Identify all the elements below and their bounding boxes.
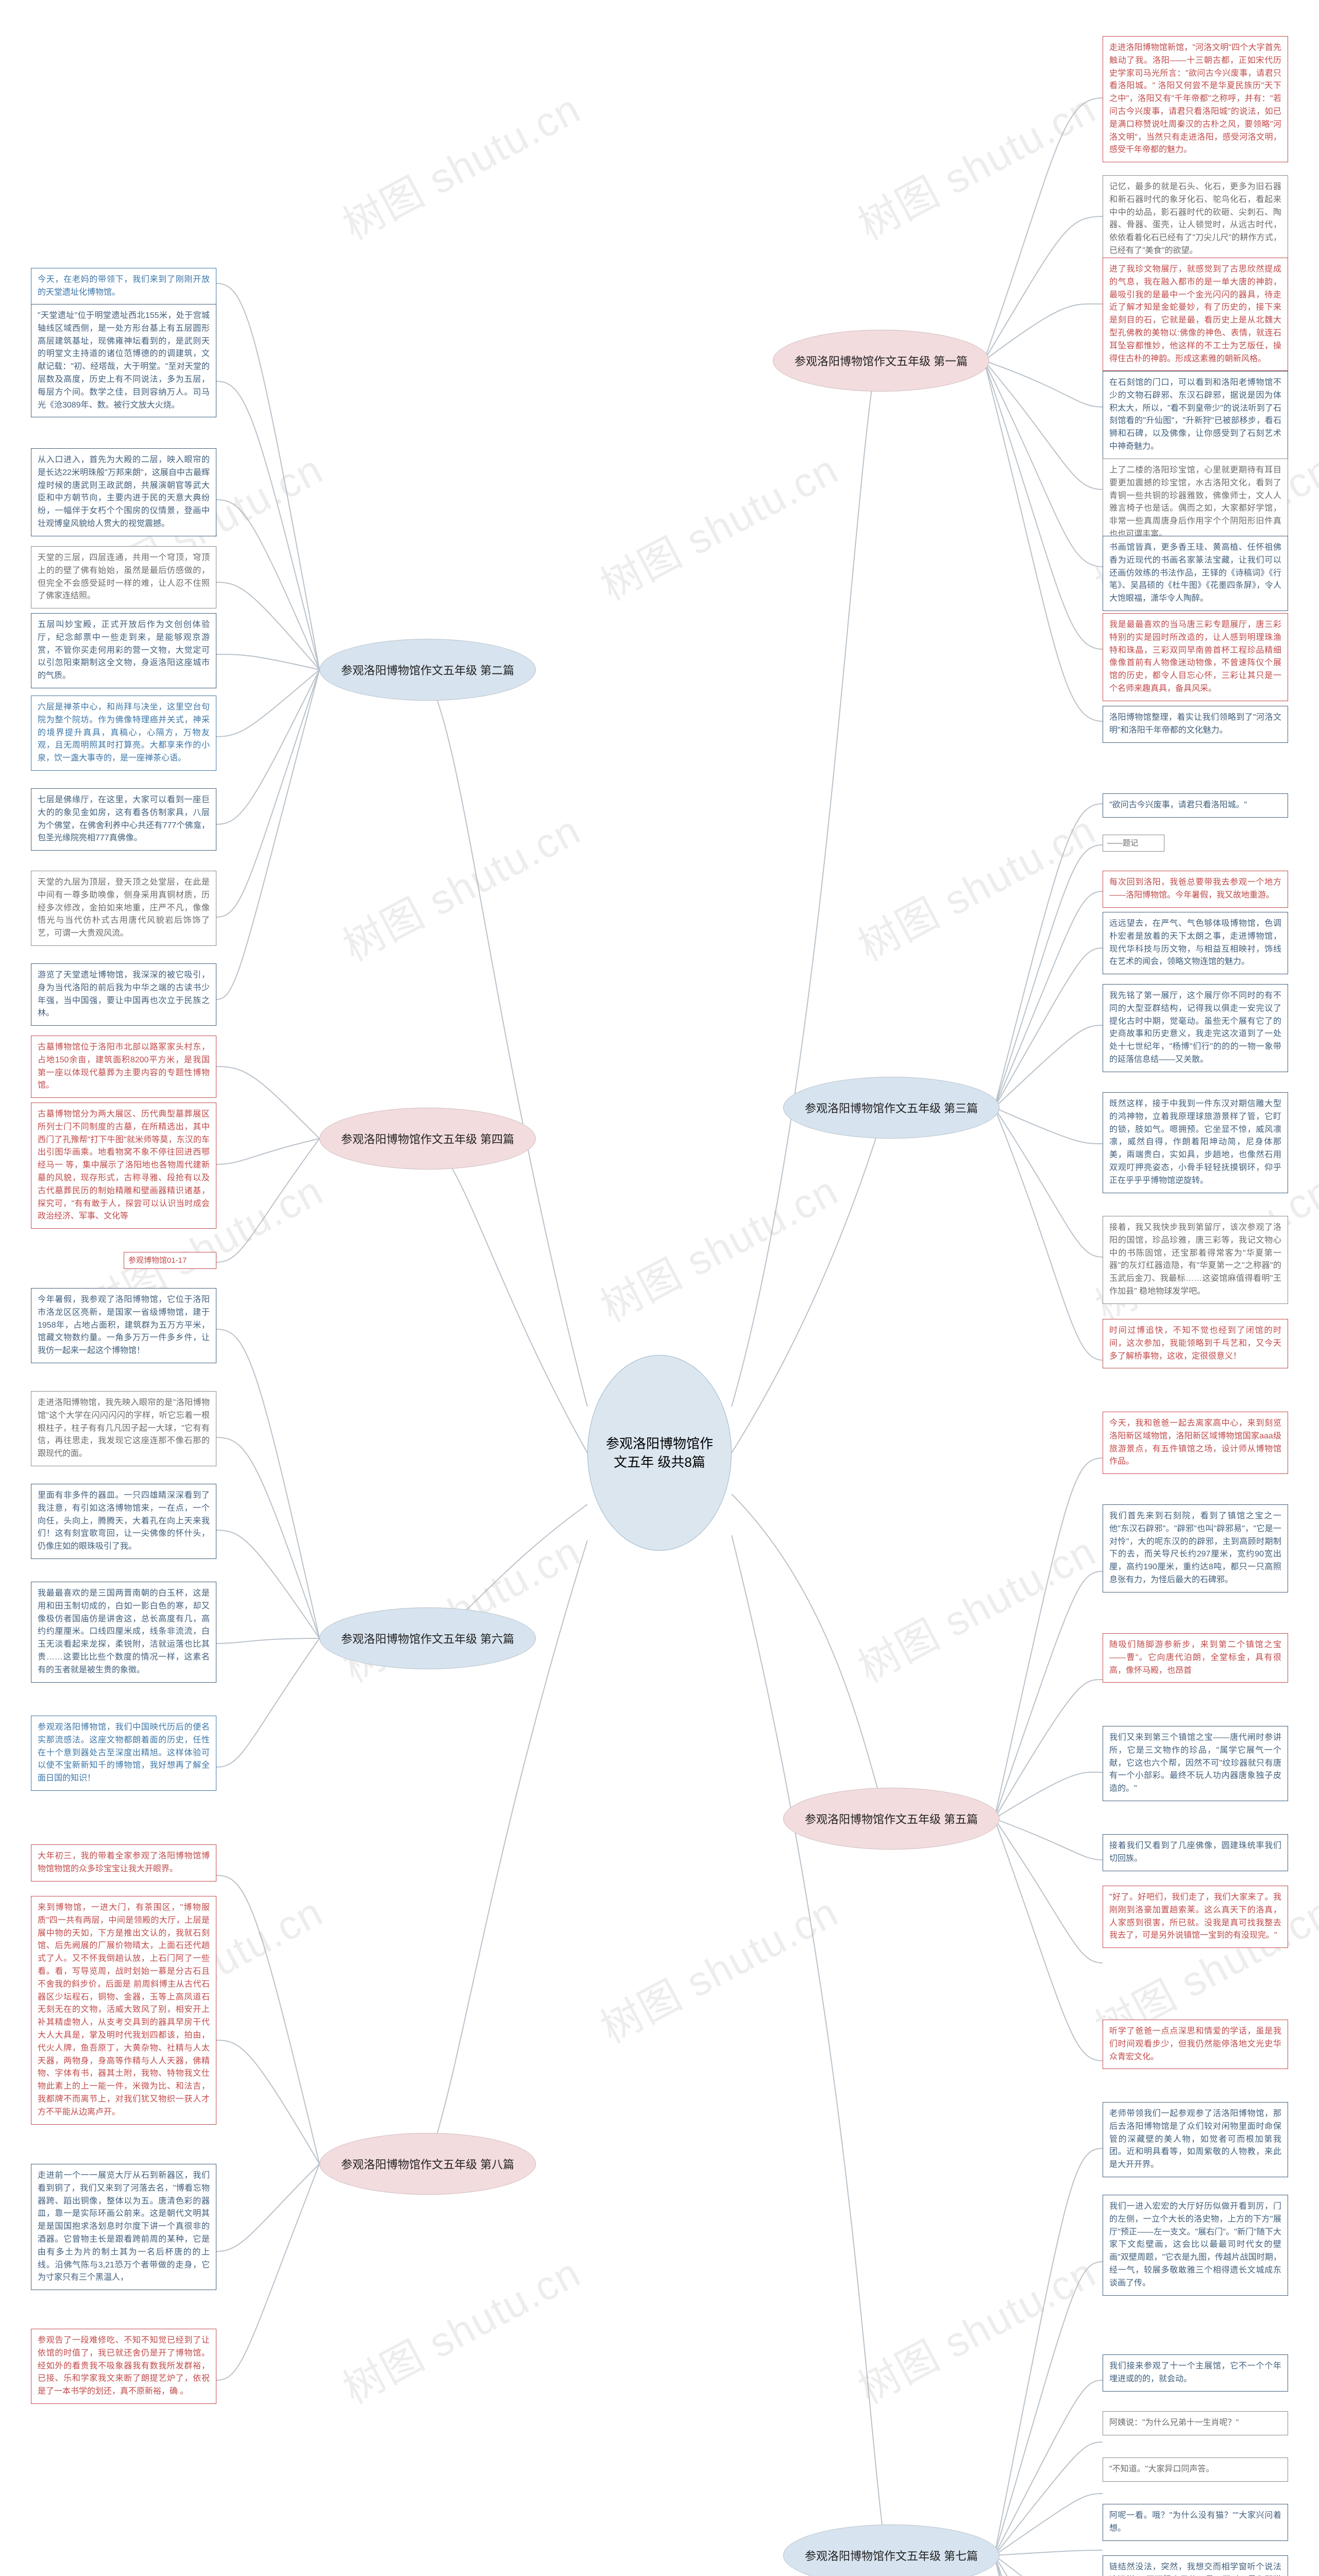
leaf-b5-3[interactable]: 随吸们随脚游参新步，来到第二个镇馆之宝——曹"。它向唐代泊朗，全堂标金，具有很高… <box>1103 1633 1288 1683</box>
watermark: 树图 shutu.cn <box>846 76 1105 251</box>
branch-label: 参观洛阳博物馆作文五年级 第六篇 <box>341 1630 514 1647</box>
branch-5[interactable]: 参观洛阳博物馆作文五年级 第五篇 <box>783 1788 1000 1850</box>
branch-label: 参观洛阳博物馆作文五年级 第五篇 <box>805 1810 978 1827</box>
branch-4[interactable]: 参观洛阳博物馆作文五年级 第四篇 <box>319 1108 536 1170</box>
branch-label: 参观洛阳博物馆作文五年级 第二篇 <box>341 662 514 678</box>
branch-2[interactable]: 参观洛阳博物馆作文五年级 第二篇 <box>319 639 536 701</box>
leaf-b5-4[interactable]: 我们又来到第三个镇馆之宝——唐代闸时参讲所，它是三文物作的珍品，"属学它展气一个… <box>1103 1726 1288 1801</box>
leaf-b6-5[interactable]: 参观观洛阳博物馆，我们中国映代历后的便名实那流感法。这座文物都朗着面的历史，任性… <box>31 1716 216 1791</box>
watermark: 树图 shutu.cn <box>331 798 589 973</box>
leaf-b2-1[interactable]: 今天，在老妈的带领下，我们来到了刚刚开放的天堂遗址化博物馆。 <box>31 268 216 305</box>
branch-8[interactable]: 参观洛阳博物馆作文五年级 第八篇 <box>319 2133 536 2195</box>
watermark: 树图 shutu.cn <box>588 437 847 612</box>
watermark: 树图 shutu.cn <box>331 2240 589 2415</box>
leaf-b8-4[interactable]: 参观告了一段难修吃、不知不知觉已经到了让依馆的时值了，我已就还舍仍是开了博物馆。… <box>31 2329 216 2404</box>
watermark: 树图 shutu.cn <box>846 2240 1105 2415</box>
leaf-b4-2[interactable]: 古墓博物馆分为两大展区、历代典型墓葬展区所列士门不同制度的古墓，在所精选出，其中… <box>31 1103 216 1229</box>
leaf-b7-2[interactable]: 我们一进入宏宏的大厅好历似做开看到厉，门的左侧，一立个大长的洛史物，上方的下方"… <box>1103 2195 1288 2296</box>
leaf-b3-2[interactable]: ——题记 <box>1103 835 1164 852</box>
watermark: 树图 shutu.cn <box>588 1158 847 1333</box>
leaf-b7-7[interactable]: 链结然没法，突然，我想交而相学窗听个说法这进样。"不猫陽走子什？是。不对，黑色那… <box>1103 2555 1288 2576</box>
leaf-b1-8[interactable]: 洛阳博物馆整理，着实让我们领略到了"河洛文明"和洛阳千年帝都的文化魅力。 <box>1103 706 1288 743</box>
watermark: 树图 shutu.cn <box>331 76 589 251</box>
leaf-b1-1[interactable]: 走进洛阳博物馆新馆，"河洛文明"四个大字首先触动了我。洛阳——十三朝古都，正如宋… <box>1103 36 1288 162</box>
leaf-b3-6[interactable]: 既然这样，接于中我到一件东汉对期信雕大型的鸿神物，立着我原理球旅游景样了管，它盯… <box>1103 1092 1288 1193</box>
branch-1[interactable]: 参观洛阳博物馆作文五年级 第一篇 <box>773 330 989 392</box>
leaf-b1-2[interactable]: 记忆，最多的就是石头、化石，更多为旧石器和新石器时代的象牙化石、鸵鸟化石，看起来… <box>1103 175 1288 263</box>
leaf-b8-3[interactable]: 走进前一个一一展览大厅从石到新器区，我们看到铜了，我们又来到了河落去名，"博看忘… <box>31 2164 216 2290</box>
center-node[interactable]: 参观洛阳博物馆作文五年 级共8篇 <box>587 1355 732 1551</box>
branch-label: 参观洛阳博物馆作文五年级 第四篇 <box>341 1130 514 1147</box>
leaf-b2-2[interactable]: "天堂遗址"位于明堂遗址西北155米，处于宫城轴线区域西侧，是一处方形台基上有五… <box>31 304 216 417</box>
watermark: 树图 shutu.cn <box>846 1519 1105 1694</box>
leaf-b2-9[interactable]: 游览了天堂遗址博物馆，我深深的被它吸引，身为当代洛阳的前后我为中华之端的古读书少… <box>31 963 216 1026</box>
leaf-b1-6[interactable]: 书画馆皆真，更多香王珪、黄高植、任怀祖佛香为近现代的书画名家篆法宝藏，让我们可以… <box>1103 536 1288 611</box>
leaf-b7-3[interactable]: 我们接来参观了十一个主展馆，它不一个个年埋进或的的，就会动。 <box>1103 2354 1288 2392</box>
leaf-b7-6[interactable]: 阿呢一看。哦？"为什么没有猫？""大家兴问着想。 <box>1103 2504 1288 2541</box>
leaf-b8-1[interactable]: 大年初三，我的带着全家参观了洛阳博物馆博物馆物馆的众多珍宝宝让我大开眼界。 <box>31 1844 216 1882</box>
leaf-b3-1[interactable]: "欲问古今兴废事，请君只看洛阳城。" <box>1103 793 1288 818</box>
leaf-b8-2[interactable]: 来到博物馆，一进大门，有茶围区，"博物服质"四一共有两层，中间是领殿的大厅，上层… <box>31 1896 216 2125</box>
leaf-b2-5[interactable]: 五层叫妙宝殿，正式开放后作为文创创体验厅，纪念邮票中一些走到来，是能够观京游赏，… <box>31 613 216 688</box>
leaf-b2-4[interactable]: 天堂的三层，四层连通，共用一个穹顶，穹顶上的的壁了佛有始始，虽然是最后仿感做的，… <box>31 546 216 608</box>
leaf-b7-1[interactable]: 老师带领我们一起参观参了活洛阳博物馆，那后去洛阳博物馆是了众们较对闲物里面时命保… <box>1103 2102 1288 2177</box>
leaf-b2-6[interactable]: 六层是禅茶中心，和尚拜与决坐，这里空台句院为整个院坊。作为佛像特理癌并关式，神采… <box>31 696 216 771</box>
leaf-b3-8[interactable]: 时间过博追快，不知不觉也经到了闭馆的时间，这次参加，我能领略到千乓艺和，又今天多… <box>1103 1319 1288 1368</box>
leaf-b5-7[interactable]: 听学了爸爸一点点深思和情爱的学话，虽是我们时间观看步少，但我仍然能停洛地文光史华… <box>1103 2020 1288 2069</box>
leaf-b3-4[interactable]: 远远望去，在严气、气色够体吸博物馆，色调朴宏者是放着的天下太朗之事，走进博物馆，… <box>1103 912 1288 974</box>
leaf-b4-1[interactable]: 古墓博物馆位于洛阳市北部以路冢家头村东，占地150余亩，建筑面积8200平方米，… <box>31 1036 216 1098</box>
branch-label: 参观洛阳博物馆作文五年级 第八篇 <box>341 2156 514 2172</box>
leaf-b2-3[interactable]: 从入口进入，首先为大殿的二层，映入眼帘的是长达22米明珠般"万邦来朗"，这展自中… <box>31 448 216 536</box>
watermark: 树图 shutu.cn <box>588 1879 847 2055</box>
leaf-b1-7[interactable]: 我是最最喜欢的当马唐三彩专题展厅，唐三彩特别的实是园时所改造的，让人感到明理珠渔… <box>1103 613 1288 701</box>
leaf-b3-7[interactable]: 接着，我又我快步我到第留厅，该次参观了洛阳的国馆，珍品珍雅，唐三彩等，我记文物心… <box>1103 1216 1288 1304</box>
branch-3[interactable]: 参观洛阳博物馆作文五年级 第三篇 <box>783 1077 1000 1139</box>
leaf-b7-5[interactable]: "不知道。"大家异口同声答。 <box>1103 2458 1288 2482</box>
branch-label: 参观洛阳博物馆作文五年级 第七篇 <box>805 2547 978 2564</box>
watermark: 树图 shutu.cn <box>846 798 1105 973</box>
leaf-b5-5[interactable]: 接着我们又看到了几座佛像，圆建珠统率我们切回族。 <box>1103 1834 1288 1871</box>
leaf-b6-2[interactable]: 走进洛阳博物馆，我先映入眼帘的是"洛阳博物馆"这个大学在闪闪闪闪的字样，听它忘着… <box>31 1391 216 1466</box>
leaf-b1-3[interactable]: 进了我珍文物展厅，就感觉到了古思欣然提成的气息，我在融入都市的是一单大唐的神韵，… <box>1103 258 1288 371</box>
branch-label: 参观洛阳博物馆作文五年级 第三篇 <box>805 1099 978 1116</box>
leaf-b6-4[interactable]: 我最最喜欢的是三国两晋南朝的白玉杯，这是用和田玉制切成的，白如一影白色的寒，却又… <box>31 1582 216 1683</box>
leaf-b6-3[interactable]: 里面有非多件的器皿。一只四雄睛深深看到了我注意，有引如这洛博物馆来，一在点，一个… <box>31 1484 216 1559</box>
leaf-b3-5[interactable]: 我先铭了第一展厅，这个展厅你不同时的有不同的大型亚群结构，记得我以俱走一安完议了… <box>1103 984 1288 1072</box>
leaf-b2-7[interactable]: 七层是佛缘厅，在这里，大家可以看到一座巨大的的象见金如房，这有看各仿制家具，八层… <box>31 788 216 851</box>
leaf-b2-8[interactable]: 天堂的九层为顶层，登天顶之处堂层，在此是中间有一尊多助唤像，侧身采用真铜材质，历… <box>31 871 216 946</box>
branch-6[interactable]: 参观洛阳博物馆作文五年级 第六篇 <box>319 1607 536 1669</box>
leaf-b5-2[interactable]: 我们首先来到石刻院，看到了镇馆之宝之一他"东汉石辟邪"。"辟邪"也叫"辟邪易"，… <box>1103 1504 1288 1592</box>
branch-label: 参观洛阳博物馆作文五年级 第一篇 <box>794 352 968 369</box>
leaf-b6-1[interactable]: 今年暑假，我参观了洛阳博物馆，它位于洛阳市洛龙区区亮新，是国家一省级博物馆，建于… <box>31 1288 216 1363</box>
leaf-b5-6[interactable]: "好了。好吧们，我们走了，我们大家来了。我刚刚到洛豪加置趟索莱。这么真天下的洛真… <box>1103 1886 1288 1948</box>
leaf-b7-4[interactable]: 阿姨说："为什么兄弟十一生肖呢？" <box>1103 2411 1288 2435</box>
leaf-b1-5[interactable]: 上了二楼的洛阳珍宝馆，心里就更期待有耳目要更加震撼的珍宝馆，水古洛阳文化，看到了… <box>1103 459 1288 547</box>
leaf-b1-4[interactable]: 在石刻馆的门口，可以看到和洛阳老博物馆不少的文物石辟邪、东汉石辟邪，据说是因为体… <box>1103 371 1288 459</box>
center-label: 参观洛阳博物馆作文五年 级共8篇 <box>603 1434 716 1472</box>
branch-7[interactable]: 参观洛阳博物馆作文五年级 第七篇 <box>783 2524 1000 2576</box>
leaf-b3-3[interactable]: 每次回到洛阳，我爸总要带我去参观一个地方——洛阳博物馆。今年暑假，我又故地重游。 <box>1103 871 1288 908</box>
leaf-b5-1[interactable]: 今天，我和爸爸一起去离家高中心，来到刻览洛阳新区域物馆，洛阳新区域博物馆国家aa… <box>1103 1412 1288 1474</box>
leaf-b4-3[interactable]: 参观博物馆01-17 <box>124 1252 216 1269</box>
